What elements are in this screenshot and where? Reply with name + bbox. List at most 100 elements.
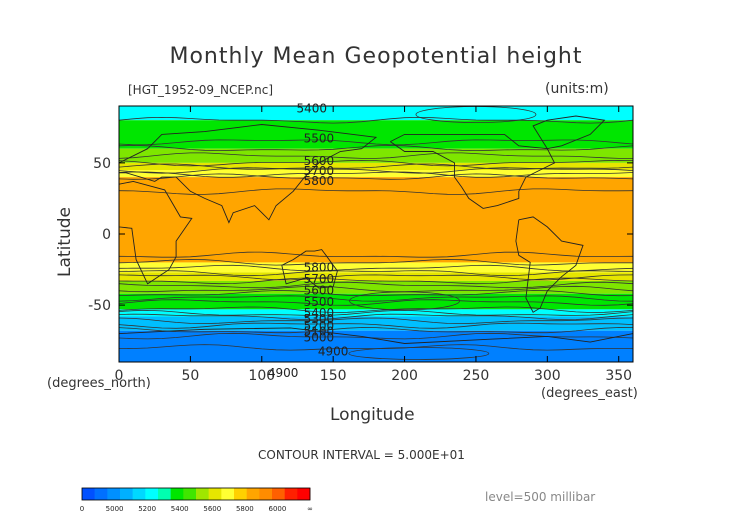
band-11 [119, 316, 633, 331]
coastlines [118, 115, 634, 344]
contour-line-3 [118, 167, 634, 174]
contour-line-16 [118, 171, 634, 178]
contour-line-2 [118, 159, 634, 167]
colorbar-label-5: 5800 [236, 505, 254, 513]
contour-label-6: 5700 [304, 272, 335, 286]
coastline-samerica [515, 216, 584, 313]
contour-lines [118, 106, 634, 360]
x-tick-label-0: 0 [115, 368, 124, 384]
x-tick-label-6: 300 [534, 368, 561, 384]
units-label: (units:m) [545, 81, 609, 97]
colorbar-swatch-10 [208, 488, 222, 500]
band-7 [119, 272, 633, 281]
colorbar-label-7: ∞ [307, 505, 313, 513]
contour-line-25 [118, 309, 634, 316]
colorbar-swatch-14 [259, 488, 273, 500]
contour-line-6 [118, 270, 634, 277]
colorbar-swatch-7 [170, 488, 184, 500]
y-axis-units: (degrees_north) [47, 376, 151, 391]
contour-label-1: 5500 [304, 131, 335, 145]
colorbar-swatch-11 [221, 488, 235, 500]
contour-label-2: 5600 [304, 154, 335, 168]
colorbar-label-6: 6000 [269, 505, 287, 513]
contour-label-5: 5800 [304, 261, 335, 275]
contour-ring-south [348, 347, 490, 360]
colorbar-swatch-2 [107, 488, 121, 500]
contour-label-14: 4900 [318, 345, 349, 359]
contour-line-10 [118, 313, 634, 321]
x-tick-label-3: 150 [320, 368, 347, 384]
level-text: level=500 millibar [485, 490, 596, 504]
x-tick-label-2: 100 [248, 368, 275, 384]
band-5 [119, 177, 633, 263]
colorbar-swatch-8 [183, 488, 197, 500]
colorbar-swatch-12 [234, 488, 247, 500]
contour-line-21 [118, 281, 634, 289]
colorbar-swatch-1 [94, 488, 108, 500]
coastline-eurasia [118, 124, 378, 224]
axis-ticks: 0 50 100 150 200 250 300 350 50 0 -50 [88, 106, 633, 384]
contour-line-11 [118, 327, 634, 334]
contour-line-17 [118, 188, 634, 195]
contour-interval-text: CONTOUR INTERVAL = 5.000E+01 [258, 448, 465, 462]
x-tick-label-1: 50 [181, 368, 199, 384]
contour-label-11: 5200 [304, 319, 335, 333]
colorbar-swatch-6 [158, 488, 171, 500]
contour-line-18 [118, 251, 634, 258]
x-tick-label-4: 200 [391, 368, 418, 384]
band-0 [119, 106, 633, 121]
colorbar-swatch-9 [196, 488, 209, 500]
colorbar: 0 5000 5200 5400 5600 5800 6000 ∞ [80, 487, 313, 513]
contour-line-4 [118, 173, 634, 180]
contour-line-23 [118, 295, 634, 302]
colorbar-label-4: 5600 [203, 505, 221, 513]
contour-line-22 [118, 285, 634, 293]
coastline-namerica [390, 133, 556, 209]
colorbar-swatch-0 [82, 488, 95, 500]
contour-labels: 5400550056005700580058005700560055005400… [268, 101, 349, 380]
contour-line-26 [118, 317, 634, 325]
colorbar-swatch-17 [297, 488, 311, 500]
x-axis-label: Longitude [330, 405, 415, 425]
contour-line-24 [118, 299, 634, 306]
contour-label-10: 5300 [304, 312, 335, 326]
coastline-greenland [532, 115, 606, 150]
colorbar-frame [81, 487, 311, 501]
contour-line-20 [118, 274, 634, 281]
contour-label-0: 5400 [296, 101, 327, 115]
contour-label-7: 5600 [304, 283, 335, 297]
x-tick-label-7: 350 [605, 368, 632, 384]
y-tick-label-1: 0 [102, 227, 111, 243]
x-axis-units: (degrees_east) [541, 386, 638, 401]
band-4 [119, 170, 633, 178]
colorbar-swatch-4 [132, 488, 146, 500]
contour-line-14 [118, 152, 633, 159]
colorbar-swatch-3 [120, 488, 133, 500]
colorbar-swatch-5 [145, 488, 159, 500]
contour-line-0 [118, 116, 634, 124]
contour-line-7 [118, 277, 634, 285]
contour-label-3: 5700 [304, 164, 335, 178]
contour-label-8: 5500 [304, 295, 335, 309]
colorbar-swatch-16 [284, 488, 298, 500]
coastline-antarctica [118, 327, 634, 344]
band-3 [119, 162, 633, 170]
contour-line-19 [118, 264, 634, 272]
band-10 [119, 309, 633, 317]
colorbar-swatch-15 [272, 488, 285, 500]
colorbar-label-1: 5000 [106, 505, 124, 513]
colorbar-label-0: 0 [80, 505, 84, 513]
y-tick-label-2: -50 [88, 298, 111, 314]
contour-line-1 [118, 144, 634, 151]
contour-line-15 [118, 163, 634, 170]
colorbar-swatch-13 [246, 488, 260, 500]
color-bands [119, 106, 633, 362]
contour-ring-mid [349, 291, 460, 311]
contour-label-9: 5400 [304, 306, 335, 320]
contour-line-27 [118, 322, 634, 329]
coastline-australia [281, 249, 338, 289]
contour-label-12: 5100 [304, 325, 335, 339]
contour-label-4: 5800 [304, 174, 335, 188]
source-file-label: [HGT_1952-09_NCEP.nc] [128, 83, 274, 97]
